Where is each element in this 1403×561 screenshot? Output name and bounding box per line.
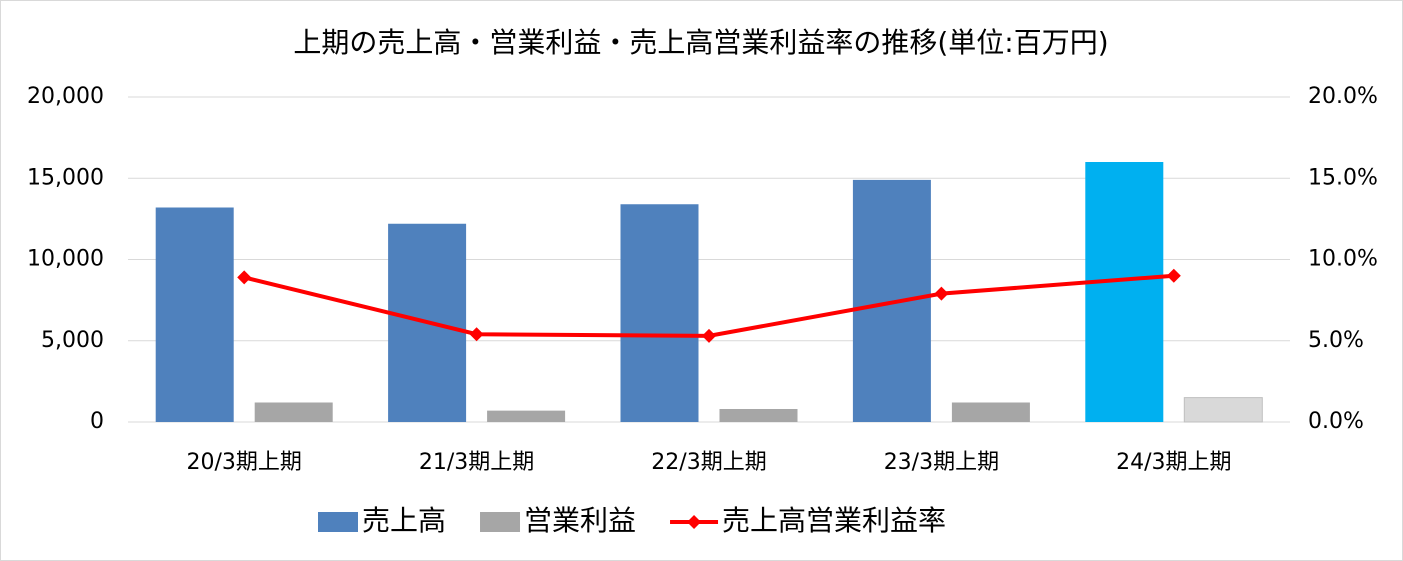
y2-tick-label: 5.0%: [1308, 328, 1364, 353]
bar: [951, 402, 1030, 422]
bar: [620, 204, 699, 422]
x-tick-label: 23/3期上期: [884, 450, 999, 475]
legend-swatch: [687, 515, 702, 529]
bar: [1183, 397, 1263, 423]
bar: [155, 207, 234, 422]
legend-label: 営業利益: [524, 504, 636, 537]
line-marker: [469, 327, 484, 342]
y-tick-label: 10,000: [27, 247, 104, 272]
legend-label: 売上高営業利益率: [722, 504, 946, 537]
line-marker: [1166, 268, 1181, 283]
y2-tick-label: 15.0%: [1308, 165, 1378, 190]
y2-tick-label: 10.0%: [1308, 247, 1378, 272]
chart-title: 上期の売上高・営業利益・売上高営業利益率の推移(単位:百万円): [293, 26, 1108, 59]
y2-tick-label: 0.0%: [1308, 409, 1364, 434]
bar: [487, 410, 566, 422]
x-tick-label: 21/3期上期: [419, 450, 534, 475]
y-tick-label: 20,000: [27, 84, 104, 109]
line-marker: [934, 286, 949, 301]
x-tick-label: 22/3期上期: [651, 450, 766, 475]
y-tick-label: 5,000: [41, 328, 104, 353]
legend-swatch: [480, 512, 521, 532]
line-marker: [237, 270, 252, 285]
bar: [254, 402, 333, 422]
x-tick-label: 24/3期上期: [1116, 450, 1231, 475]
y-tick-label: 15,000: [27, 165, 104, 190]
x-tick-label: 20/3期上期: [186, 450, 301, 475]
legend-swatch: [318, 512, 358, 532]
bar: [1085, 162, 1164, 422]
line-marker: [702, 328, 716, 343]
y-tick-label: 0: [90, 409, 104, 434]
bar: [719, 409, 798, 422]
y2-tick-label: 20.0%: [1308, 84, 1378, 109]
legend-label: 売上高: [362, 504, 446, 537]
